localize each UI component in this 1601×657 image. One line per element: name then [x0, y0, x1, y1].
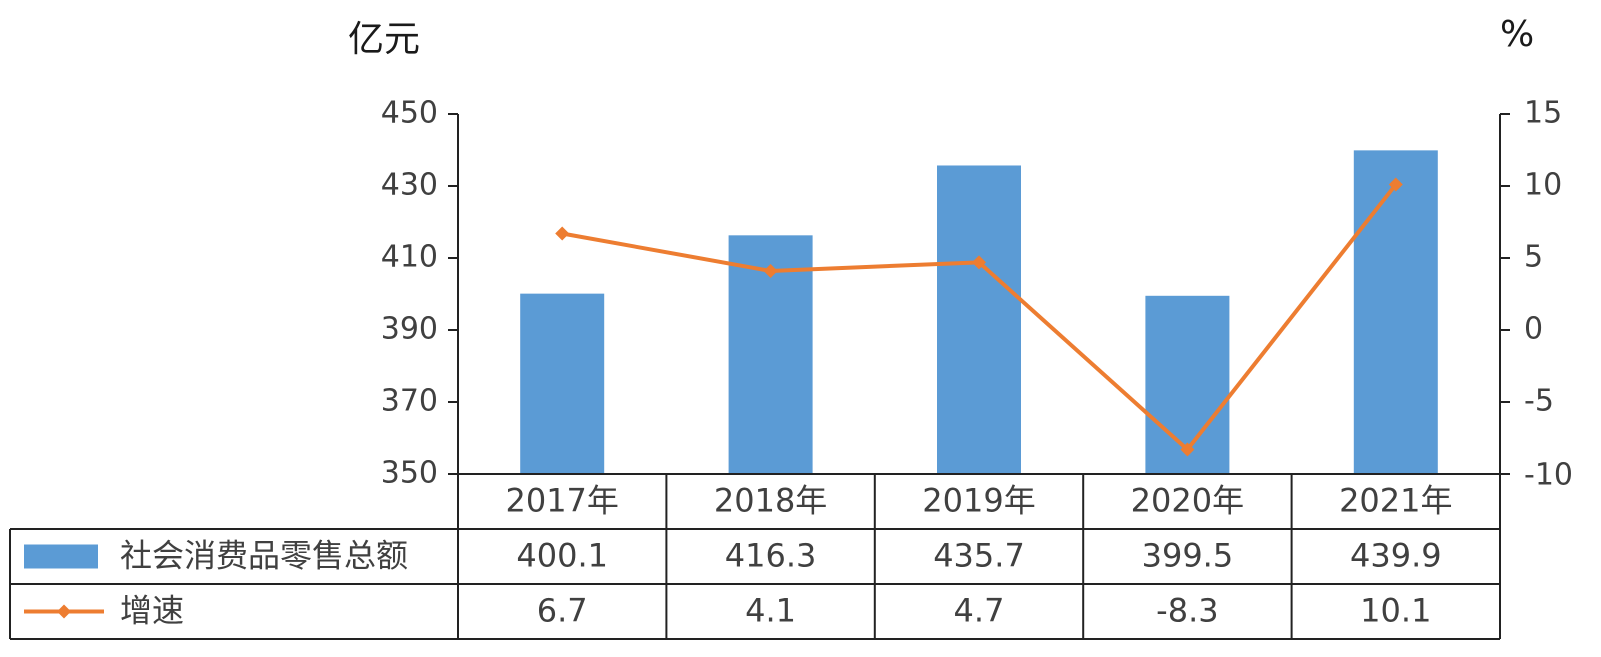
bar-value-label-0: 400.1	[516, 537, 608, 575]
left-tick-label-3: 410	[381, 240, 438, 275]
category-label-4: 2021年	[1339, 482, 1452, 520]
bar-2	[937, 165, 1021, 475]
growth-marker-1	[763, 263, 778, 278]
right-tick-label-5: 15	[1524, 96, 1562, 131]
bar-4	[1353, 150, 1438, 475]
right-tick-label-2: 0	[1524, 312, 1543, 347]
growth-value-label-0: 6.7	[537, 592, 588, 630]
right-axis-unit: %	[1500, 14, 1535, 55]
category-label-0: 2017年	[505, 482, 618, 520]
growth-value-label-1: 4.1	[745, 592, 796, 630]
bar-value-label-4: 439.9	[1350, 537, 1442, 575]
bar-value-label-2: 435.7	[933, 537, 1025, 575]
legend-line-label: 增速	[120, 592, 184, 630]
right-tick-label-0: -10	[1524, 458, 1573, 493]
growth-value-label-3: -8.3	[1156, 592, 1218, 630]
bar-value-label-1: 416.3	[725, 537, 817, 575]
growth-value-label-4: 10.1	[1360, 592, 1431, 630]
left-tick-label-0: 350	[381, 456, 438, 491]
category-label-1: 2018年	[714, 482, 827, 520]
bar-0	[520, 293, 605, 474]
growth-marker-3	[1180, 442, 1195, 457]
growth-marker-0	[555, 226, 570, 241]
legend-bar-swatch	[24, 544, 98, 569]
growth-marker-4	[1388, 177, 1403, 192]
growth-value-label-2: 4.7	[954, 592, 1005, 630]
legend-bar-label: 社会消费品零售总额	[120, 537, 408, 575]
right-tick-label-4: 10	[1524, 168, 1562, 203]
bar-value-label-3: 399.5	[1142, 537, 1234, 575]
left-tick-label-2: 390	[381, 312, 438, 347]
right-tick-label-1: -5	[1524, 384, 1554, 419]
category-label-3: 2020年	[1131, 482, 1244, 520]
left-axis-unit: 亿元	[348, 19, 421, 60]
left-tick-label-5: 450	[381, 96, 438, 131]
growth-marker-2	[972, 255, 986, 270]
left-tick-label-1: 370	[381, 384, 438, 419]
legend-line-marker	[57, 604, 71, 619]
left-tick-label-4: 430	[381, 168, 438, 203]
right-tick-label-3: 5	[1524, 240, 1543, 275]
category-label-2: 2019年	[922, 482, 1035, 520]
